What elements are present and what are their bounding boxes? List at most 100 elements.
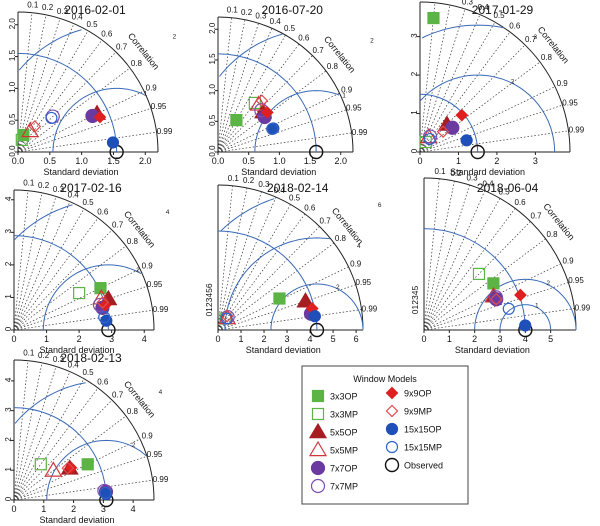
panel-title: 2016-07-20 [262,3,324,17]
correlation-tick-label: 0.9 [350,259,362,268]
correlation-ray [13,360,29,501]
data-point [519,319,532,332]
data-point [460,134,473,147]
data-point [73,286,86,300]
correlation-ray [13,455,148,501]
x-tick-label: 0 [421,334,426,344]
x-tick-label: 4 [308,334,313,344]
rms-arc-label: 2 [547,280,551,287]
correlation-ray [423,178,440,331]
correlation-tick-label: 0.99 [153,475,169,484]
rms-arc [52,87,145,152]
x-tick-label: 1 [44,334,49,344]
legend-items: 3x3OP 3x3MP 5x5OP 5x5MP 7x7OP 7x7MP 9x9OP 9x9MP… [308,386,443,494]
correlation-ray [419,86,556,153]
correlation-tick-label: 0.95 [151,102,167,111]
x-tick-label: 0.5 [242,156,255,166]
correlation-ray [217,109,347,153]
correlation-tick-label: 0.8 [546,230,558,239]
taylor-panel: 2018-06-04 0.1 0.2 0.3 0.4 0.5 0.6 0.7 0.8 0.9 0.9… [410,167,591,355]
correlation-tick-label: 0.5 [82,198,94,207]
correlation-tick-label: 0.9 [557,79,569,88]
x-axis-label: Standard deviation [241,167,316,177]
correlation-tick-label: 0.9 [142,261,154,270]
correlation-ray [13,415,127,501]
y-tick-label: 1 [410,110,419,115]
legend-label: Observed [404,461,443,471]
correlation-tick-label: 0.6 [97,378,109,387]
correlation-tick-label: 0.95 [147,280,163,289]
correlation-tick-label: 0.9 [142,431,154,440]
correlation-ray [13,201,71,331]
x-tick-label: 1 [41,504,46,514]
data-point [64,461,78,475]
legend-marker [311,389,325,403]
correlation-tick-label: 0.7 [320,217,332,226]
correlation-tick-label: 0.6 [509,22,521,31]
correlation-ray [423,308,575,331]
x-tick-label: 1 [447,334,452,344]
x-tick-label: 0.0 [12,156,25,166]
correlation-ray [423,184,470,331]
correlation-tick-label: 0.6 [298,34,310,43]
y-tick-label: 0.5 [8,113,17,125]
data-point [296,292,315,308]
rms-arc [474,278,577,330]
outer-arc [423,177,577,331]
correlation-tick-label: 0.8 [541,53,553,62]
correlation-tick-label: 0.8 [131,59,143,68]
x-tick-label: 0 [215,334,220,344]
correlation-tick-label: 0.1 [27,1,39,10]
rms-arc [420,74,556,152]
correlation-tick-label: 0.1 [227,6,239,15]
correlation-tick-label: 0.95 [568,276,584,285]
correlation-ray [423,221,531,331]
legend-marker [385,386,399,400]
rms-arc-label: 2 [173,34,177,41]
x-tick-label: 2 [494,156,499,166]
correlation-ray [13,208,85,331]
correlation-ray [419,104,563,153]
x-tick-label: 4 [142,334,147,344]
correlation-ray [423,190,486,331]
y-tick-label: 1.5 [8,49,17,61]
rms-arc [421,24,505,39]
correlation-ray [13,245,127,331]
taylor-panel: 2017-02-160.1 0.2 0.30.40.50.60.70.80.90.9… [4,179,170,355]
legend-label: 9x9OP [404,389,432,399]
rms-arc-label: 2 [336,284,340,291]
correlation-tick-label: 0.1 [23,179,35,188]
legend-marker [385,440,399,454]
correlation-tick-label: 0.9 [341,86,353,95]
correlation-tick-label: 0.3 [255,12,267,21]
y-tick-label: 0.0 [208,145,217,157]
x-tick-label: 1.0 [273,156,286,166]
data-point [230,114,243,127]
correlation-ray [217,55,313,153]
data-point [93,110,107,124]
correlation-ray [217,187,248,331]
x-tick-label: 3 [101,504,106,514]
data-point [514,288,527,302]
data-point [445,120,460,135]
correlation-tick-label: 0.5 [82,368,94,377]
outer-arc [217,184,364,331]
panel-title: 2016-02-01 [64,3,126,17]
correlation-ray [13,479,153,501]
legend-marker [308,440,328,457]
rms-arc [499,304,552,330]
rms-arc-label: 2 [511,78,515,85]
correlation-tick-label: 0.4 [68,190,80,199]
taylor-panel: 2016-02-010.1 0.2 0.30.40.50.60.70.80.90.9… [8,1,177,177]
rms-arc-label: 4 [159,389,163,396]
correlation-tick-label: 0.5 [289,193,301,202]
correlation-tick-label: 0.6 [97,208,109,217]
correlation-tick-label: 0.3 [53,355,65,364]
correlation-ray [13,309,153,331]
outer-arc [13,189,155,331]
correlation-tick-label: 0.8 [335,234,347,243]
correlation-ray [419,14,481,153]
data-point [266,122,279,136]
x-tick-label: 1.5 [304,156,317,166]
y-tick-label: 2 [4,261,13,266]
